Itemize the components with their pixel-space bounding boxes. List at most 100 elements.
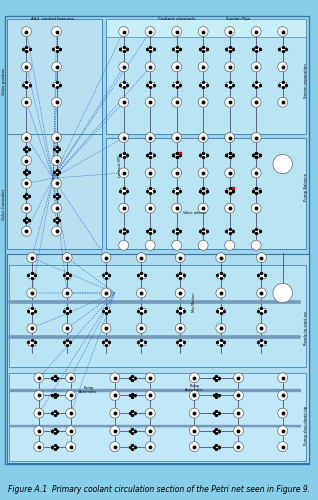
Circle shape [190, 426, 199, 436]
Circle shape [251, 204, 261, 213]
Circle shape [136, 288, 146, 298]
Text: Pump Balance: Pump Balance [304, 173, 308, 201]
FancyBboxPatch shape [24, 218, 29, 222]
FancyBboxPatch shape [253, 47, 259, 52]
FancyBboxPatch shape [200, 47, 206, 52]
Circle shape [225, 240, 235, 250]
FancyBboxPatch shape [138, 273, 145, 278]
Circle shape [278, 373, 287, 382]
Circle shape [225, 204, 235, 213]
FancyBboxPatch shape [54, 194, 59, 198]
FancyBboxPatch shape [52, 394, 58, 398]
Circle shape [257, 288, 266, 298]
Circle shape [34, 408, 44, 418]
FancyBboxPatch shape [23, 82, 30, 87]
FancyBboxPatch shape [253, 82, 259, 87]
FancyBboxPatch shape [147, 153, 154, 158]
FancyBboxPatch shape [214, 394, 219, 398]
Circle shape [66, 373, 76, 382]
FancyBboxPatch shape [52, 429, 58, 432]
FancyBboxPatch shape [226, 229, 233, 234]
Circle shape [119, 98, 128, 107]
Circle shape [198, 204, 208, 213]
Circle shape [172, 168, 182, 178]
FancyBboxPatch shape [24, 170, 29, 174]
FancyBboxPatch shape [177, 273, 183, 278]
Circle shape [273, 284, 292, 302]
Circle shape [278, 442, 287, 452]
Circle shape [172, 98, 182, 107]
FancyBboxPatch shape [120, 229, 127, 234]
FancyBboxPatch shape [200, 82, 206, 87]
Circle shape [101, 288, 111, 298]
FancyBboxPatch shape [23, 47, 30, 52]
FancyBboxPatch shape [258, 273, 265, 278]
FancyBboxPatch shape [173, 153, 180, 158]
FancyBboxPatch shape [253, 188, 259, 193]
FancyBboxPatch shape [120, 153, 127, 158]
Circle shape [52, 226, 61, 236]
Circle shape [66, 426, 76, 436]
FancyBboxPatch shape [130, 445, 135, 448]
Circle shape [119, 132, 128, 142]
Circle shape [110, 408, 120, 418]
FancyBboxPatch shape [120, 47, 127, 52]
Circle shape [251, 168, 261, 178]
FancyBboxPatch shape [226, 188, 233, 193]
Circle shape [172, 26, 182, 36]
Circle shape [251, 62, 261, 72]
Circle shape [198, 26, 208, 36]
FancyBboxPatch shape [28, 308, 35, 313]
Circle shape [145, 62, 155, 72]
FancyBboxPatch shape [130, 394, 135, 398]
FancyBboxPatch shape [173, 47, 180, 52]
FancyBboxPatch shape [138, 340, 145, 345]
FancyBboxPatch shape [130, 376, 135, 380]
Bar [9, 264, 306, 367]
Circle shape [62, 324, 72, 334]
FancyBboxPatch shape [218, 308, 224, 313]
Circle shape [119, 168, 128, 178]
FancyBboxPatch shape [200, 229, 206, 234]
FancyBboxPatch shape [147, 47, 154, 52]
Circle shape [101, 252, 111, 262]
Circle shape [225, 26, 235, 36]
Bar [9, 372, 306, 461]
Circle shape [52, 132, 61, 142]
Circle shape [216, 324, 226, 334]
Circle shape [27, 288, 37, 298]
Circle shape [52, 98, 61, 107]
Circle shape [22, 132, 31, 142]
Circle shape [225, 98, 235, 107]
FancyBboxPatch shape [103, 308, 109, 313]
FancyBboxPatch shape [218, 273, 224, 278]
Circle shape [110, 373, 120, 382]
Text: Pump
Automatic: Pump Automatic [79, 386, 98, 394]
FancyBboxPatch shape [226, 188, 233, 193]
Circle shape [172, 62, 182, 72]
FancyBboxPatch shape [214, 412, 219, 415]
FancyBboxPatch shape [258, 340, 265, 345]
FancyBboxPatch shape [226, 82, 233, 87]
Circle shape [233, 426, 244, 436]
Text: Ready to start-up: Ready to start-up [304, 312, 308, 346]
Circle shape [198, 240, 208, 250]
Bar [7, 254, 309, 462]
Circle shape [66, 442, 76, 452]
FancyBboxPatch shape [28, 273, 35, 278]
Circle shape [278, 98, 287, 107]
Circle shape [22, 204, 31, 213]
Circle shape [251, 26, 261, 36]
FancyBboxPatch shape [52, 376, 58, 380]
Circle shape [190, 442, 199, 452]
FancyBboxPatch shape [53, 47, 60, 52]
FancyBboxPatch shape [253, 229, 259, 234]
Circle shape [145, 373, 155, 382]
FancyBboxPatch shape [173, 188, 180, 193]
Circle shape [52, 156, 61, 166]
Circle shape [62, 288, 72, 298]
Circle shape [172, 240, 182, 250]
Circle shape [145, 168, 155, 178]
Circle shape [101, 324, 111, 334]
Circle shape [233, 408, 244, 418]
